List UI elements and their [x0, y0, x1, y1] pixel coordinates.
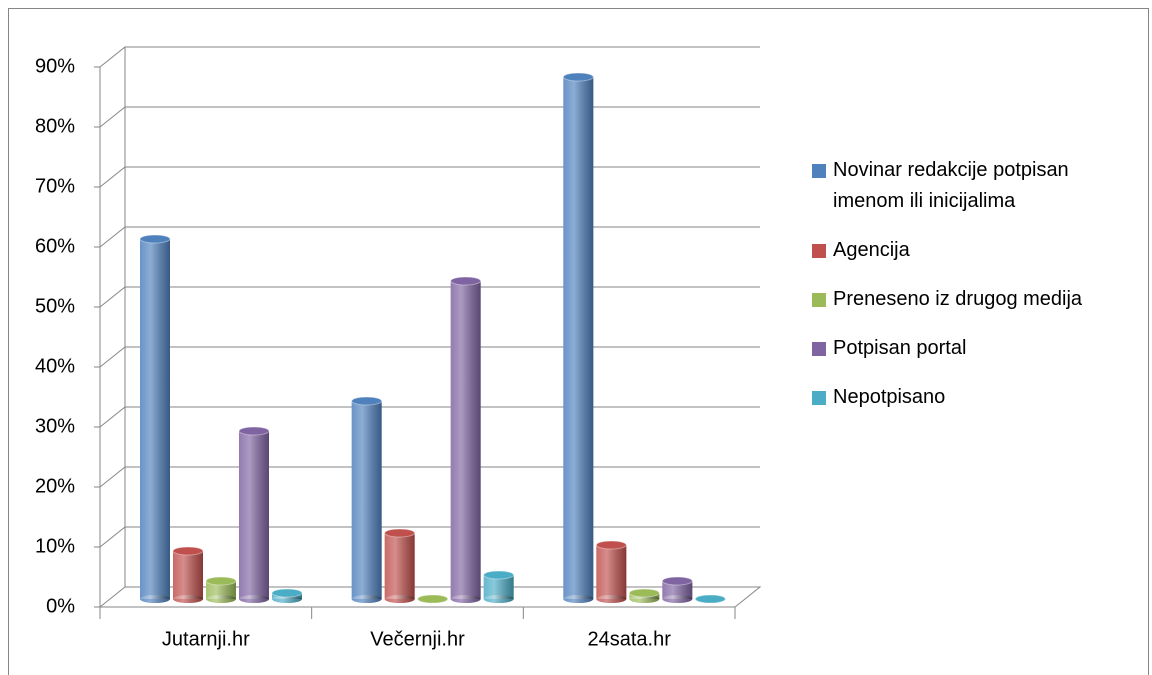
bar-shade — [563, 77, 594, 599]
bar-shade — [140, 239, 170, 599]
bar-top — [694, 594, 726, 604]
bar-shade — [206, 581, 236, 599]
bar-base-shade — [629, 595, 660, 603]
bar-shade — [351, 401, 382, 599]
grid-line — [99, 526, 760, 548]
legend: Novinar redakcije potpisan imenom ili in… — [812, 155, 1142, 431]
bar-top — [384, 528, 416, 538]
bar-base-shade — [483, 595, 514, 603]
bar-base-shade — [384, 595, 415, 603]
bar-shade — [239, 431, 269, 599]
bar-shade — [173, 551, 203, 599]
grid-line — [99, 286, 760, 308]
bar-top — [205, 576, 237, 586]
grid-line — [99, 46, 760, 68]
legend-label: Novinar redakcije potpisan imenom ili in… — [833, 159, 1069, 212]
grid-line — [99, 106, 760, 128]
bar-top — [562, 72, 594, 82]
grid-line — [99, 466, 760, 488]
y-tick-label: 20% — [35, 475, 75, 497]
bar-base-shade — [239, 595, 269, 603]
legend-label: Agencija — [833, 239, 910, 261]
y-tick-label: 90% — [35, 55, 75, 77]
legend-swatch — [812, 342, 826, 356]
bar-top — [238, 426, 270, 436]
bar-base-shade — [596, 595, 627, 603]
bar-base-shade — [450, 595, 481, 603]
legend-label: Preneseno iz drugog medija — [833, 288, 1083, 310]
x-tick-label: Večernji.hr — [370, 628, 465, 650]
bar-base-shade — [206, 595, 236, 603]
bar-base-shade — [272, 595, 302, 603]
bar-base-shade — [173, 595, 203, 603]
legend-item: Agencija — [812, 235, 1142, 266]
legend-swatch — [812, 391, 826, 405]
grid-line — [99, 406, 760, 428]
bar-base-shade — [140, 595, 170, 603]
bar-top — [483, 570, 515, 580]
bar-top — [139, 234, 171, 244]
y-tick-label: 60% — [35, 235, 75, 257]
legend-item: Potpisan portal — [812, 333, 1142, 364]
grid-line — [99, 346, 760, 368]
bar-top — [628, 588, 660, 598]
bar-base-shade — [563, 595, 594, 603]
bar-base-shade — [662, 595, 693, 603]
grid-line — [99, 586, 760, 608]
x-tick-label: Jutarnji.hr — [162, 628, 250, 650]
y-tick-label: 40% — [35, 355, 75, 377]
y-tick-label: 70% — [35, 175, 75, 197]
y-tick-label: 30% — [35, 415, 75, 437]
legend-item: Preneseno iz drugog medija — [812, 284, 1142, 315]
bar-top — [450, 276, 482, 286]
bar-shade — [450, 281, 481, 599]
bar-shade — [662, 581, 693, 599]
bar-top — [595, 540, 627, 550]
grid-line — [99, 166, 760, 188]
legend-swatch — [812, 164, 826, 178]
y-tick-label: 0% — [46, 595, 75, 617]
bar-top — [351, 396, 383, 406]
bar-top — [417, 594, 449, 604]
y-tick-label: 50% — [35, 295, 75, 317]
legend-label: Nepotpisano — [833, 386, 946, 408]
legend-item: Novinar redakcije potpisan imenom ili in… — [812, 155, 1142, 217]
x-tick-label: 24sata.hr — [587, 628, 671, 650]
legend-swatch — [812, 244, 826, 258]
legend-label: Potpisan portal — [833, 337, 967, 359]
bar-top — [661, 576, 693, 586]
y-tick-label: 80% — [35, 115, 75, 137]
bar-base-shade — [351, 595, 382, 603]
y-tick-label: 10% — [35, 535, 75, 557]
bar-top — [172, 546, 204, 556]
chart-border — [8, 8, 1149, 675]
bar-shade — [596, 545, 627, 599]
bar-top — [271, 588, 303, 598]
legend-swatch — [812, 293, 826, 307]
bar-shade — [384, 533, 415, 599]
grid-line — [99, 226, 760, 248]
legend-item: Nepotpisano — [812, 382, 1142, 413]
